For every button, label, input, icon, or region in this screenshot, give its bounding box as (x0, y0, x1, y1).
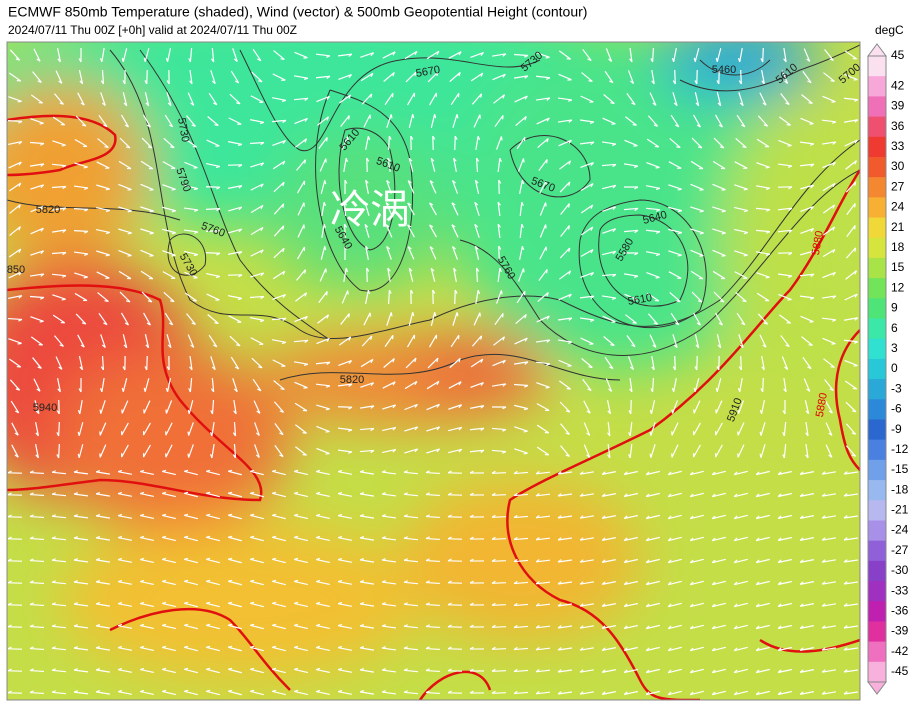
colorbar-tick-label: 3 (891, 341, 898, 355)
colorbar-top-arrow (867, 43, 887, 57)
subtitle: 2024/07/11 Thu 00Z [+0h] valid at 2024/0… (8, 23, 297, 37)
colorbar-tick-label: -15 (891, 462, 909, 476)
annotation: 冷涡 (330, 187, 410, 233)
colorbar-tick-label: -9 (891, 422, 902, 436)
colorbar-tick-label: 27 (891, 179, 905, 193)
colorbar-swatch (868, 116, 886, 138)
5880-contours (7, 114, 860, 700)
colorbar-swatch (868, 197, 886, 219)
colorbar-swatch (868, 621, 886, 643)
colorbar-tick-label: 0 (891, 361, 898, 375)
colorbar-swatch (868, 560, 886, 582)
colorbar-swatch (868, 540, 886, 562)
colorbar-tick-label: -24 (891, 523, 909, 537)
colorbar-swatch (868, 278, 886, 299)
map-frame (6, 41, 861, 701)
colorbar-tick-label: 12 (891, 280, 905, 294)
colorbar-swatch (868, 399, 886, 420)
contour-label: 5460 (712, 64, 736, 76)
contour-label: 5880 (814, 392, 830, 418)
colorbar-bottom-arrow (867, 681, 887, 695)
colorbar: 4542393633302724211815129630-3-6-9-12-15… (867, 43, 909, 695)
colorbar-swatch (868, 379, 886, 400)
colorbar-tick-label: -12 (891, 442, 909, 456)
colorbar-tick-label: -27 (891, 543, 909, 557)
colorbar-swatch (868, 500, 886, 521)
wind-vectors (7, 47, 859, 696)
contour-label: 5670 (415, 64, 441, 80)
colorbar-tick-label: -21 (891, 503, 909, 517)
contour-label: 5730 (175, 117, 191, 143)
colorbar-swatch (868, 318, 886, 340)
colorbar-swatch (868, 298, 886, 320)
colorbar-tick-label: -33 (891, 583, 909, 597)
colorbar-swatch (868, 520, 886, 542)
colorbar-tick-label: 30 (891, 159, 905, 173)
colorbar-swatch (868, 439, 886, 461)
colorbar-tick-label: 9 (891, 301, 898, 315)
contour-label: 5880 (810, 230, 826, 256)
colorbar-swatch (868, 96, 886, 118)
title: ECMWF 850mb Temperature (shaded), Wind (… (8, 4, 587, 20)
colorbar-tick-label: 36 (891, 119, 905, 133)
colorbar-tick-label: 42 (891, 78, 905, 92)
colorbar-swatch (868, 419, 886, 441)
colorbar-swatch (868, 661, 886, 683)
colorbar-swatch (868, 177, 886, 198)
colorbar-swatch (868, 459, 886, 481)
colorbar-tick-label: -6 (891, 402, 902, 416)
colorbar-tick-label: 45 (891, 48, 905, 62)
colorbar-swatch (868, 237, 886, 259)
colorbar-swatch (868, 76, 886, 97)
colorbar-tick-label: -42 (891, 644, 909, 658)
contour-label: 5610 (627, 292, 653, 308)
colorbar-tick-label: 24 (891, 200, 905, 214)
colorbar-swatch (868, 156, 886, 178)
colorbar-tick-label: 18 (891, 240, 905, 254)
colorbar-tick-label: -18 (891, 482, 909, 496)
colorbar-unit: degC (875, 23, 904, 37)
colorbar-swatch (868, 338, 886, 360)
colorbar-swatch (868, 217, 886, 239)
colorbar-tick-label: -36 (891, 603, 909, 617)
colorbar-tick-label: 6 (891, 321, 898, 335)
colorbar-tick-label: 39 (891, 99, 905, 113)
contour-label: 5940 (33, 402, 57, 414)
colorbar-tick-label: 33 (891, 139, 905, 153)
colorbar-swatch (868, 136, 886, 158)
colorbar-frame (867, 55, 887, 683)
colorbar-tick-label: 15 (891, 260, 905, 274)
colorbar-tick-label: -45 (891, 664, 909, 678)
colorbar-swatch (868, 480, 886, 501)
colorbar-tick-label: -3 (891, 381, 902, 395)
colorbar-swatch (868, 641, 886, 663)
contour-label: 5820 (340, 374, 364, 386)
colorbar-swatch (868, 601, 886, 622)
colorbar-swatch (868, 358, 886, 380)
colorbar-swatch (868, 257, 886, 279)
colorbar-swatch (868, 56, 886, 77)
colorbar-swatch (868, 581, 886, 602)
colorbar-tick-label: -30 (891, 563, 909, 577)
colorbar-tick-label: 21 (891, 220, 905, 234)
contour-label: 5820 (36, 204, 60, 216)
colorbar-tick-label: -39 (891, 624, 909, 638)
contour-label: 850 (7, 264, 25, 276)
